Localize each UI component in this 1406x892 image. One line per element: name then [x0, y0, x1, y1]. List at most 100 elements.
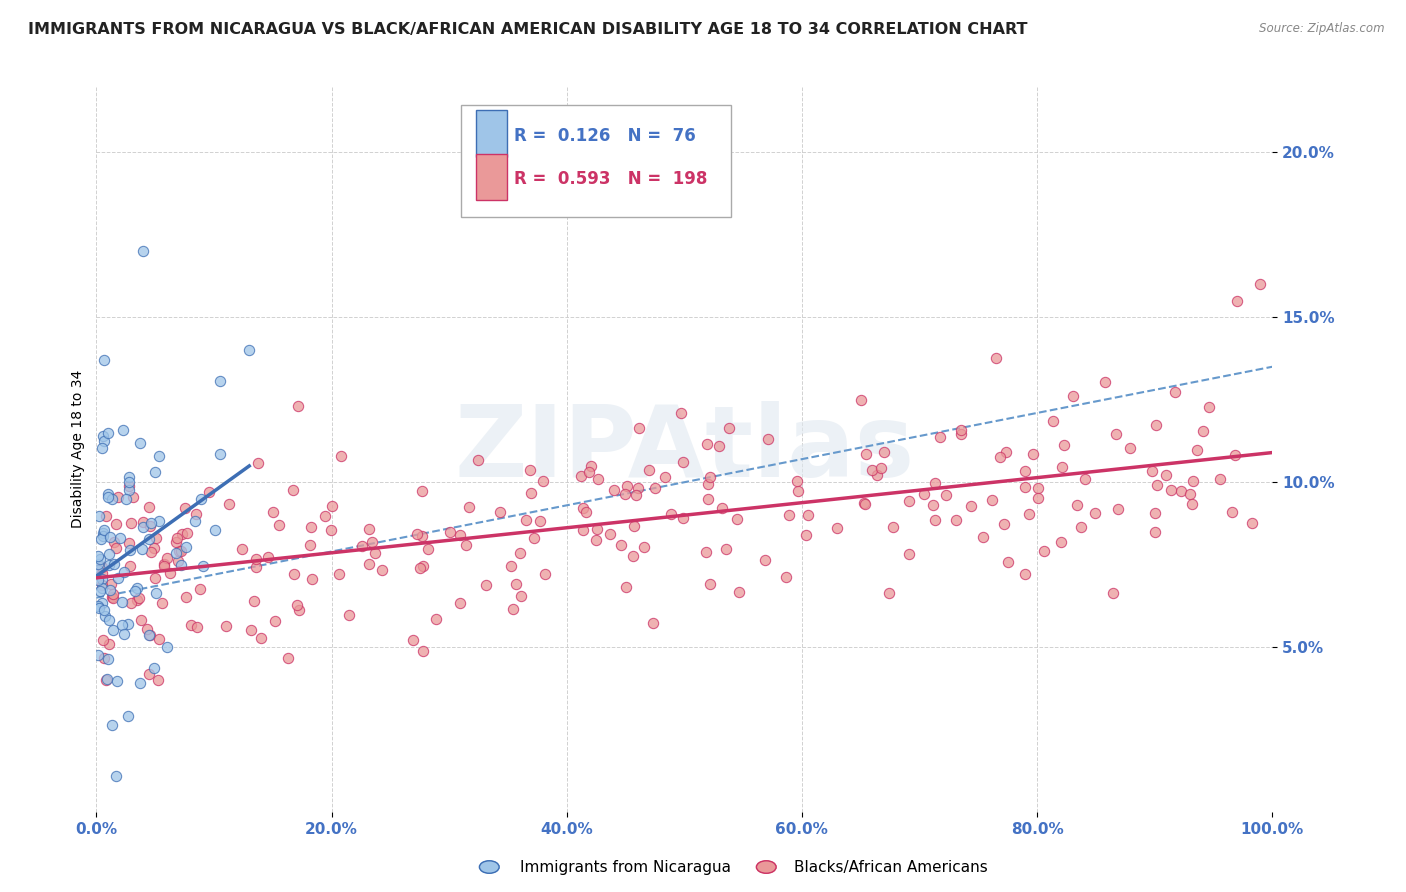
Point — [1226, 293, 1249, 308]
Point — [105, 769, 128, 783]
Point — [114, 491, 136, 506]
Point — [1160, 483, 1182, 497]
Point — [707, 439, 730, 453]
Point — [150, 596, 173, 610]
Point — [505, 577, 527, 591]
Point — [148, 450, 170, 464]
Point — [710, 501, 733, 516]
Point — [173, 500, 195, 515]
Point — [153, 558, 176, 573]
Point — [90, 581, 112, 595]
Point — [101, 624, 124, 638]
Point — [489, 505, 512, 519]
Point — [93, 352, 115, 367]
Point — [142, 660, 165, 674]
Point — [695, 545, 717, 559]
Point — [1170, 484, 1192, 499]
Point — [128, 591, 150, 605]
Point — [1026, 491, 1049, 506]
Text: R =  0.126   N =  76: R = 0.126 N = 76 — [513, 127, 696, 145]
Point — [575, 505, 598, 519]
Point — [614, 580, 637, 594]
Point — [139, 545, 162, 559]
Point — [699, 577, 721, 591]
Point — [718, 421, 741, 435]
Point — [107, 571, 129, 585]
Text: IMMIGRANTS FROM NICARAGUA VS BLACK/AFRICAN AMERICAN DISABILITY AGE 18 TO 34 CORR: IMMIGRANTS FROM NICARAGUA VS BLACK/AFRIC… — [28, 22, 1028, 37]
Point — [169, 543, 191, 558]
Point — [231, 541, 253, 556]
Point — [1191, 425, 1213, 439]
Point — [138, 532, 160, 546]
Point — [571, 524, 593, 538]
Point — [165, 546, 187, 560]
FancyBboxPatch shape — [477, 153, 506, 201]
Point — [186, 508, 208, 522]
Point — [127, 593, 149, 607]
Point — [728, 585, 751, 599]
Point — [571, 501, 593, 516]
Point — [643, 615, 665, 630]
Point — [727, 512, 749, 526]
Point — [1070, 520, 1092, 534]
Point — [778, 508, 800, 522]
Point — [87, 508, 110, 523]
Point — [870, 460, 893, 475]
Point — [143, 571, 166, 585]
Point — [118, 483, 141, 498]
Point — [898, 494, 921, 508]
Point — [402, 632, 425, 647]
Point — [350, 539, 373, 553]
Point — [107, 490, 129, 504]
Point — [321, 499, 343, 513]
Point — [786, 475, 808, 489]
Point — [412, 559, 434, 574]
Point — [208, 375, 231, 389]
Point — [1182, 474, 1205, 488]
Point — [243, 593, 266, 607]
Point — [1119, 441, 1142, 455]
Point — [363, 546, 385, 560]
Point — [98, 530, 121, 544]
Point — [152, 558, 174, 572]
Point — [515, 513, 537, 527]
Point — [922, 499, 945, 513]
Point — [621, 549, 644, 563]
Point — [1062, 389, 1084, 403]
Point — [249, 632, 271, 646]
Point — [138, 628, 160, 642]
Point — [132, 516, 155, 530]
Point — [262, 505, 284, 519]
Point — [1050, 460, 1073, 475]
Point — [669, 406, 692, 420]
Point — [454, 538, 477, 552]
Point — [91, 632, 114, 647]
Point — [247, 456, 270, 470]
Point — [180, 617, 202, 632]
Point — [117, 617, 139, 632]
Point — [328, 566, 350, 581]
Point — [1014, 480, 1036, 494]
Point — [578, 466, 600, 480]
Point — [138, 519, 160, 533]
Point — [697, 476, 720, 491]
Point — [257, 549, 280, 564]
Point — [638, 463, 661, 477]
Point — [1032, 544, 1054, 558]
Point — [672, 510, 695, 524]
Point — [143, 541, 166, 556]
Point — [1084, 506, 1107, 520]
Point — [581, 459, 603, 474]
Point — [359, 522, 381, 536]
Point — [624, 487, 647, 501]
Point — [988, 450, 1011, 464]
Point — [96, 672, 118, 686]
Point — [873, 445, 896, 459]
Point — [287, 602, 309, 616]
Point — [112, 565, 135, 579]
Point — [458, 500, 481, 515]
Point — [125, 581, 148, 595]
Point — [101, 718, 124, 732]
Point — [218, 497, 240, 511]
Point — [935, 488, 957, 502]
